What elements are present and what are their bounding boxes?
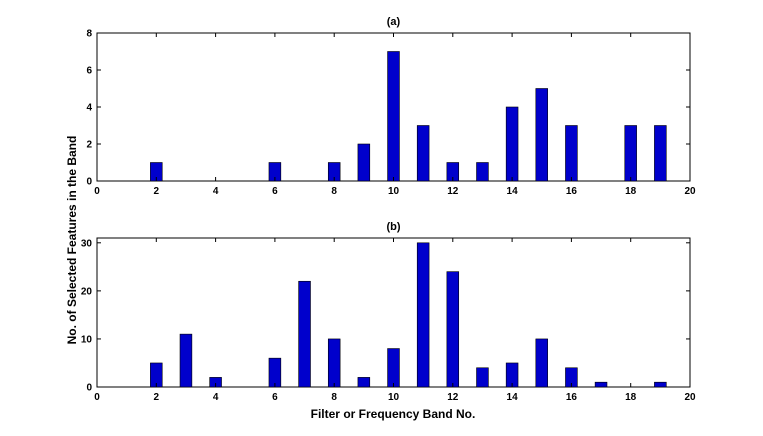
bar-b-9 <box>357 377 371 388</box>
x-tick-label-b-10: 10 <box>388 392 400 403</box>
bar-a-15 <box>535 88 548 182</box>
bar-b-13 <box>476 367 489 388</box>
y-tick-label-a-6: 6 <box>86 66 92 77</box>
x-tick-label-b-14: 14 <box>507 392 519 403</box>
y-tick-label-b-0: 0 <box>86 383 92 394</box>
panel-title-a: (a) <box>387 16 401 28</box>
x-tick-label-b-8: 8 <box>331 392 337 403</box>
x-tick-label-b-6: 6 <box>272 392 278 403</box>
x-tick-label-b-20: 20 <box>684 392 696 403</box>
x-tick-label-a-12: 12 <box>447 186 459 197</box>
bar-a-18 <box>624 125 637 182</box>
y-axis-label: No. of Selected Features in the Band <box>65 136 79 345</box>
x-tick-label-a-20: 20 <box>684 186 696 197</box>
x-tick-label-a-14: 14 <box>507 186 519 197</box>
x-tick-label-a-0: 0 <box>94 186 100 197</box>
panel-b: 0 2 4 6 8 10 12 14 16 18 20 0 10 20 30 (b) <box>81 221 696 403</box>
x-tick-label-a-10: 10 <box>388 186 400 197</box>
bar-b-15 <box>535 338 548 388</box>
x-tick-label-a-4: 4 <box>213 186 219 197</box>
y-tick-label-b-30: 30 <box>81 238 93 249</box>
x-tick-label-a-18: 18 <box>625 186 637 197</box>
bar-b-19 <box>654 381 667 388</box>
bar-a-9 <box>357 143 371 182</box>
x-tick-label-b-4: 4 <box>213 392 219 403</box>
y-tick-label-a-0: 0 <box>86 177 92 188</box>
bar-b-3 <box>179 333 193 388</box>
x-tick-label-a-8: 8 <box>331 186 337 197</box>
x-tick-label-b-18: 18 <box>625 392 637 403</box>
bar-b-12 <box>446 271 460 388</box>
x-tick-label-b-0: 0 <box>94 392 100 403</box>
bar-b-10 <box>387 348 400 388</box>
x-tick-label-b-12: 12 <box>447 392 459 403</box>
y-tick-label-a-4: 4 <box>86 103 92 114</box>
bar-a-16 <box>565 125 578 182</box>
bar-a-11 <box>416 125 430 182</box>
bar-a-14 <box>505 106 519 182</box>
bar-b-17 <box>594 381 608 388</box>
x-tick-label-a-2: 2 <box>154 186 160 197</box>
bar-b-7 <box>298 280 311 388</box>
bar-a-19 <box>654 125 667 182</box>
bar-a-10 <box>387 51 400 182</box>
y-tick-label-a-8: 8 <box>86 29 92 40</box>
x-tick-label-b-2: 2 <box>154 392 160 403</box>
bar-a-13 <box>476 162 489 182</box>
bar-b-8 <box>327 338 341 388</box>
y-tick-label-b-10: 10 <box>81 334 93 345</box>
panel-title-b: (b) <box>386 221 400 233</box>
x-tick-label-a-6: 6 <box>272 186 278 197</box>
bar-b-11 <box>416 242 430 388</box>
x-tick-label-b-16: 16 <box>566 392 578 403</box>
y-tick-label-b-20: 20 <box>81 286 93 297</box>
x-tick-label-a-16: 16 <box>566 186 578 197</box>
panel-a: 0 2 4 6 8 10 12 14 16 18 20 0 2 4 6 8 (a) <box>86 16 696 197</box>
bar-b-6 <box>268 357 282 388</box>
y-tick-label-a-2: 2 <box>86 140 92 151</box>
x-axis-label: Filter or Frequency Band No. <box>311 407 476 421</box>
